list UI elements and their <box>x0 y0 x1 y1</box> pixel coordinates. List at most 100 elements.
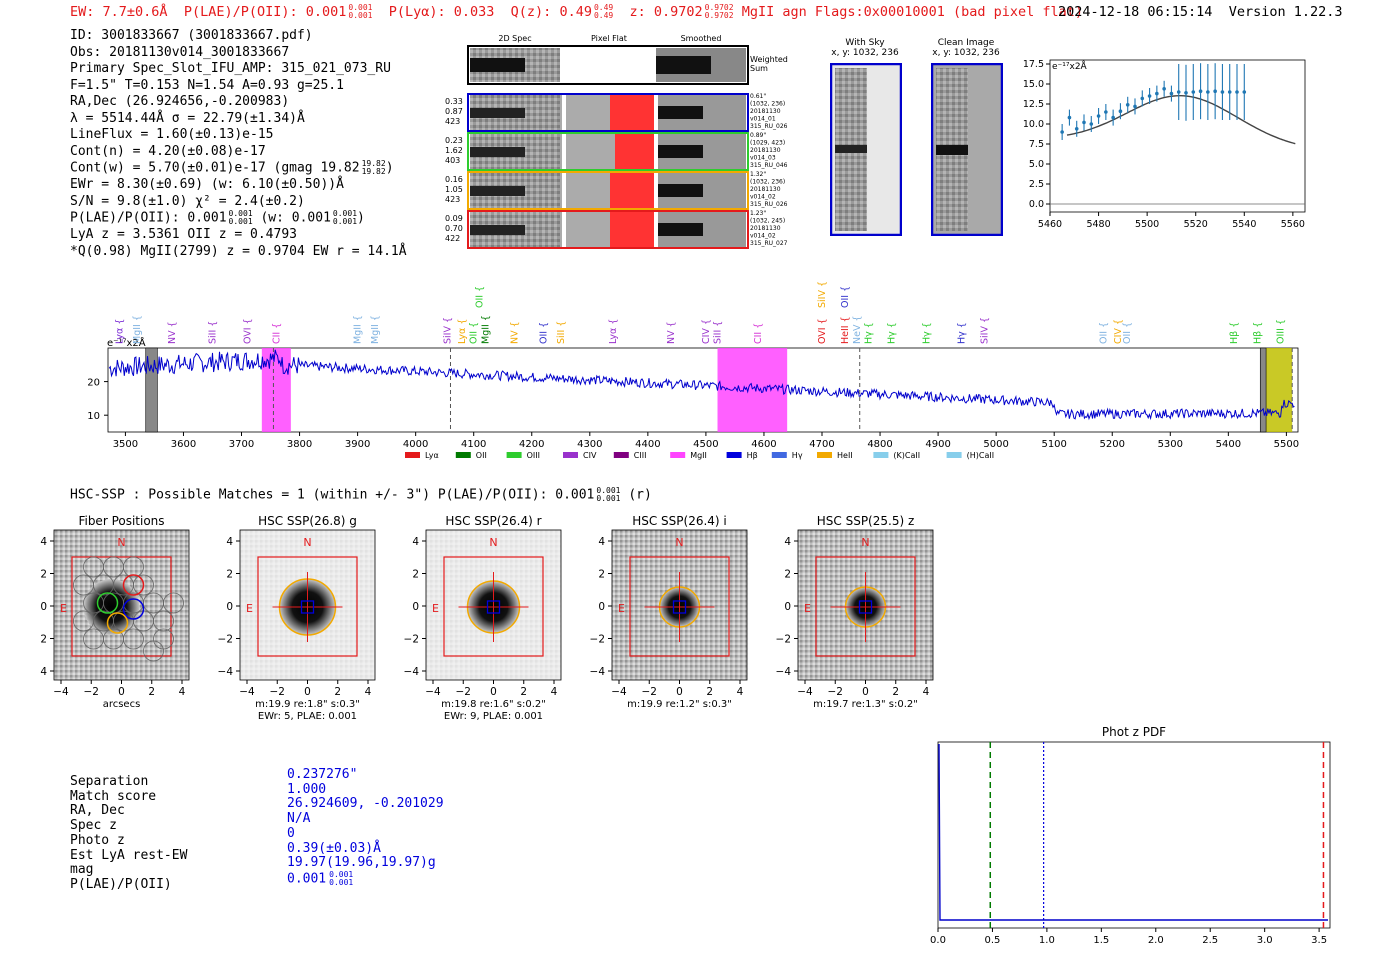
spec-line-label: Hβ { <box>1229 322 1240 344</box>
match-label: Separation <box>70 774 149 789</box>
hsc-xtick-label: 2 <box>520 686 527 698</box>
info-lineflux: LineFlux = 1.60(±0.13)e-15 <box>70 127 274 142</box>
hsc-center-box <box>858 600 873 614</box>
spec-legend-swatch <box>946 452 962 458</box>
hsc-aperture-box <box>443 556 544 657</box>
hsc-ytick-label: 4 <box>40 536 47 548</box>
spec-xtick-label: 3600 <box>171 439 196 450</box>
cutout-frame <box>467 93 749 132</box>
photz-legend-label: Sol z = 0.97 <box>983 946 1032 947</box>
spec-line-label: NeV { <box>852 315 863 344</box>
hsc-ytick-label: −2 <box>590 634 605 646</box>
match-value: 19.97(19.96,19.97)g <box>287 855 436 871</box>
fit-point <box>1213 89 1217 93</box>
info-plae-w-sub: 0.001 <box>332 217 358 226</box>
spec-line-label: CIV { <box>1113 319 1124 344</box>
photz-xtick-label: 3.0 <box>1257 935 1273 946</box>
spec-line-label: SiIV { <box>443 317 454 344</box>
hsc-compass-n: N <box>489 536 497 549</box>
hsc-xtick-label: 2 <box>334 686 341 698</box>
hsc-compass-n: N <box>117 536 125 549</box>
hsc-compass-n: N <box>303 536 311 549</box>
photz-xtick-label: 2.5 <box>1202 935 1218 946</box>
header-flags: MgII agn Flags:0x00010001 (bad pixel fla… <box>741 4 1084 20</box>
match-label: Est LyA rest-EW <box>70 847 188 863</box>
hsc-cutout-panels: Fiber Positions N E −4 −2 0 2 4 4 2 0 −2 −4 arcsecs HS… <box>40 514 934 722</box>
cutout-meta: v014_01 <box>750 116 776 123</box>
hsc-xtick-label: 0 <box>304 686 311 698</box>
col-label-flat: Pixel Flat <box>591 34 627 43</box>
spec-bad-band <box>145 347 158 433</box>
info-plae-text: P(LAE)/P(OII): 0.001 <box>70 210 227 226</box>
hsc-aperture-box <box>71 556 172 657</box>
header-z-sup: 0.9702 <box>704 3 734 12</box>
spec-xtick-label: 5300 <box>1158 439 1183 450</box>
spec-xtick-label: 3800 <box>287 439 312 450</box>
spec-legend-swatch <box>771 452 787 458</box>
cutout-flat-gap <box>654 211 658 248</box>
clean-title: Clean Image x, y: 1032, 236 <box>928 38 1004 58</box>
spec-line-label: OVI { <box>242 318 253 344</box>
spec-xtick-label: 5200 <box>1100 439 1125 450</box>
cutout-meta: 0.89" <box>750 132 766 139</box>
hsc-xtick-label: −4 <box>611 686 627 698</box>
hsc-title-main: HSC-SSP : Possible Matches = 1 (within +… <box>70 487 595 503</box>
hsc-compass-e: E <box>804 602 811 615</box>
cutout-val: 0.09 <box>445 214 463 223</box>
hsc-ytick-label: −4 <box>404 666 420 678</box>
hsc-ytick-label: −2 <box>776 634 791 646</box>
cutout-frame <box>467 132 749 171</box>
spec-legend-swatch <box>506 452 522 458</box>
photz-xtick-label: 0.5 <box>984 935 1000 946</box>
hsc-ytick-label: 2 <box>40 569 47 581</box>
info-contw-sub: 19.82 <box>361 167 386 176</box>
fit-ytick-label: 17.5 <box>1023 59 1044 70</box>
header-plya: P(Lyα): 0.033 <box>388 4 495 20</box>
fit-xtick-label: 5500 <box>1135 219 1159 230</box>
spec-line-label: MgII { <box>132 315 143 344</box>
hsc-xtick-label: 4 <box>179 686 186 698</box>
spec-legend-swatch <box>563 452 578 458</box>
cutout-val: 423 <box>445 117 460 126</box>
hsc-aperture-box <box>257 556 358 657</box>
header-line: EW: 7.7±0.6Å P(LAE)/P(OII): 0.001 0.001 0.… <box>70 3 1084 21</box>
with-sky-image <box>830 63 902 236</box>
line-fit-plot: e⁻¹⁷x2Å 5460 5480 5500 5520 5540 5560 0.0 2.5 5.… <box>1023 59 1306 230</box>
info-primary: Primary Spec_Slot_IFU_AMP: 315_021_073_R… <box>70 61 391 76</box>
header-z-sub: 0.9702 <box>704 11 734 20</box>
spec-legend-swatch <box>613 452 629 458</box>
spec-line-label: SiII { <box>556 321 567 344</box>
match-label: RA, Dec <box>70 803 125 819</box>
hsc-xtick-label: 0 <box>862 686 869 698</box>
spec-line-label: Hγ { <box>887 322 898 344</box>
spec-line-label: MgII { <box>353 315 364 344</box>
hsc-xtick-label: −4 <box>239 686 255 698</box>
photz-legend-label: OII z (VIRUS) = 0.48 <box>1113 946 1193 947</box>
match-value: 1.000 <box>287 781 327 797</box>
hsc-xtick-label: −4 <box>53 686 69 698</box>
match-values: 0.237276" 1.000 26.924609, -0.201029 N/A 0 0.… <box>287 767 444 887</box>
clean-label: Clean Image <box>937 38 995 48</box>
hsc-ytick-label: 0 <box>598 601 605 613</box>
hsc-xtick-label: 0 <box>118 686 125 698</box>
hsc-compass-e: E <box>618 602 625 615</box>
hsc-caption: m:19.9 re:1.8" s:0.3" <box>255 699 360 710</box>
cutout-2d-source <box>470 186 525 196</box>
cutout-meta: (1032, 245) <box>750 218 785 225</box>
fit-point <box>1140 96 1145 101</box>
fit-axes <box>1049 59 1306 213</box>
fit-point <box>1096 114 1101 118</box>
spec-line-label: NV { <box>509 321 520 344</box>
photz-xtick-label: 3.5 <box>1311 935 1327 946</box>
photz-legend-label: LyA z (VIRUS) = 3.54 <box>1215 946 1298 947</box>
hsc-panel-title: HSC SSP(26.4) r <box>445 514 541 528</box>
fiber-circle-red <box>122 574 145 596</box>
info-contw-sup: 19.82 <box>361 159 386 168</box>
hsc-ytick-label: −2 <box>218 634 233 646</box>
info-ewr: EWr = 8.30(±0.69) (w: 6.10(±0.50))Å <box>70 177 344 192</box>
hsc-xtick-label: −2 <box>456 686 471 698</box>
match-value: 0.237276" <box>287 767 358 782</box>
info-plae-w: (w: 0.001 <box>260 210 331 226</box>
hsc-ytick-label: 2 <box>784 569 791 581</box>
